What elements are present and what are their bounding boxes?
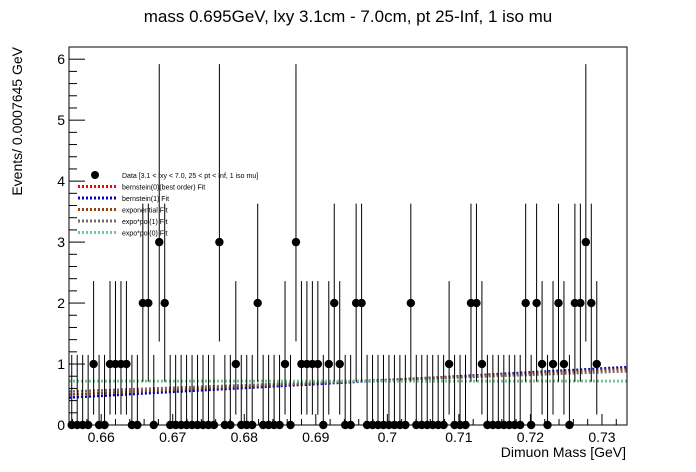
- data-marker: [587, 298, 596, 308]
- data-marker: [548, 359, 558, 369]
- data-point: [532, 203, 541, 382]
- x-axis-label: Dimuon Mass [GeV]: [501, 444, 626, 460]
- data-marker: [253, 298, 262, 308]
- x-tick-label: 0.67: [159, 429, 186, 445]
- y-axis: 0 1 2 3 4 5 6: [57, 51, 85, 433]
- data-point: [581, 64, 591, 342]
- data-point: [559, 281, 569, 415]
- data-marker: [280, 359, 290, 369]
- data-marker: [291, 237, 301, 247]
- x-tick-label: 0.7: [378, 429, 398, 445]
- data-marker: [532, 298, 541, 308]
- legend-data-label: Data [3.1 < lxy < 7.0, 25 < pt < Inf, 1 …: [122, 173, 258, 180]
- data-point: [231, 281, 241, 415]
- legend-data-marker: [91, 171, 99, 179]
- data-point: [521, 203, 530, 382]
- data-point: [89, 281, 98, 415]
- data-point: [313, 281, 323, 415]
- data-point: [291, 64, 301, 342]
- legend-label: exponential Fit: [122, 208, 168, 215]
- y-tick-label: 0: [57, 417, 65, 433]
- x-tick-label: 0.71: [445, 429, 472, 445]
- data-marker: [144, 298, 153, 308]
- data-point: [554, 203, 563, 382]
- legend-entry-2: exponential Fit: [78, 208, 168, 215]
- data-marker: [472, 298, 481, 308]
- y-tick-label: 3: [57, 234, 65, 250]
- data-marker: [444, 359, 454, 369]
- legend: Data [3.1 < lxy < 7.0, 25 < pt < Inf, 1 …: [78, 171, 258, 238]
- data-point: [592, 281, 601, 415]
- data-point: [335, 281, 344, 415]
- legend-entry-1: bernstein(1) Fit: [78, 196, 169, 203]
- data-points: [67, 64, 601, 430]
- data-marker: [537, 359, 547, 369]
- data-marker: [581, 237, 591, 247]
- data-marker: [122, 359, 131, 369]
- data-point: [472, 203, 481, 382]
- x-tick-label: 0.72: [517, 429, 544, 445]
- legend-entry-3: expo*pol(1) Fit: [78, 219, 168, 226]
- data-marker: [313, 359, 323, 369]
- y-axis-label: Events/ 0.0007645 GeV: [9, 46, 25, 195]
- data-point: [357, 203, 366, 382]
- data-point: [477, 281, 487, 415]
- x-tick-label: 0.73: [588, 429, 615, 445]
- fit-curves: [68, 365, 628, 399]
- data-marker: [215, 237, 224, 247]
- data-point: [537, 281, 547, 415]
- data-point: [280, 281, 290, 415]
- y-tick-label: 5: [57, 112, 65, 128]
- legend-entry-data: Data [3.1 < lxy < 7.0, 25 < pt < Inf, 1 …: [91, 171, 258, 180]
- data-point: [160, 203, 169, 382]
- data-marker: [155, 237, 164, 247]
- data-marker: [335, 359, 344, 369]
- legend-label: bernstein(1) Fit: [122, 196, 169, 203]
- legend-label: bernstein(0)(best order) Fit: [122, 185, 205, 192]
- data-marker: [559, 359, 569, 369]
- x-tick-label: 0.66: [88, 429, 115, 445]
- data-marker: [576, 298, 585, 308]
- x-tick-label: 0.68: [231, 429, 258, 445]
- data-point: [576, 203, 585, 382]
- data-point: [253, 203, 262, 382]
- data-point: [330, 203, 339, 382]
- data-point: [122, 281, 131, 415]
- data-point: [587, 203, 596, 382]
- data-marker: [477, 359, 487, 369]
- y-tick-label: 4: [57, 173, 65, 189]
- y-tick-label: 1: [57, 356, 65, 372]
- data-marker: [554, 298, 563, 308]
- x-tick-label: 0.69: [302, 429, 329, 445]
- data-marker: [231, 359, 241, 369]
- data-marker: [521, 298, 530, 308]
- data-marker: [324, 359, 333, 369]
- data-point: [144, 203, 153, 382]
- data-point: [548, 281, 558, 415]
- fit-curve-2: [68, 367, 628, 396]
- fit-curve-3: [68, 370, 628, 393]
- data-point: [215, 64, 224, 342]
- legend-entry-4: expo*pol(0) Fit: [78, 231, 168, 238]
- data-point: [155, 64, 164, 342]
- chart-title: mass 0.695GeV, lxy 3.1cm - 7.0cm, pt 25-…: [144, 7, 553, 26]
- plot-frame: [68, 46, 628, 426]
- legend-label: expo*pol(0) Fit: [122, 231, 168, 238]
- data-point: [324, 281, 333, 415]
- x-axis: 0.66 0.67 0.68 0.69 0.7 0.71 0.72 0.73: [72, 414, 617, 445]
- data-marker: [160, 298, 169, 308]
- data-marker: [592, 359, 601, 369]
- data-point: [444, 281, 454, 415]
- data-marker: [330, 298, 339, 308]
- data-marker: [406, 298, 416, 308]
- legend-entry-0: bernstein(0)(best order) Fit: [78, 185, 205, 192]
- data-marker: [357, 298, 366, 308]
- y-tick-label: 2: [57, 295, 65, 311]
- legend-label: expo*pol(1) Fit: [122, 219, 168, 226]
- data-marker: [89, 359, 98, 369]
- data-point: [406, 203, 416, 382]
- y-tick-label: 6: [57, 51, 65, 67]
